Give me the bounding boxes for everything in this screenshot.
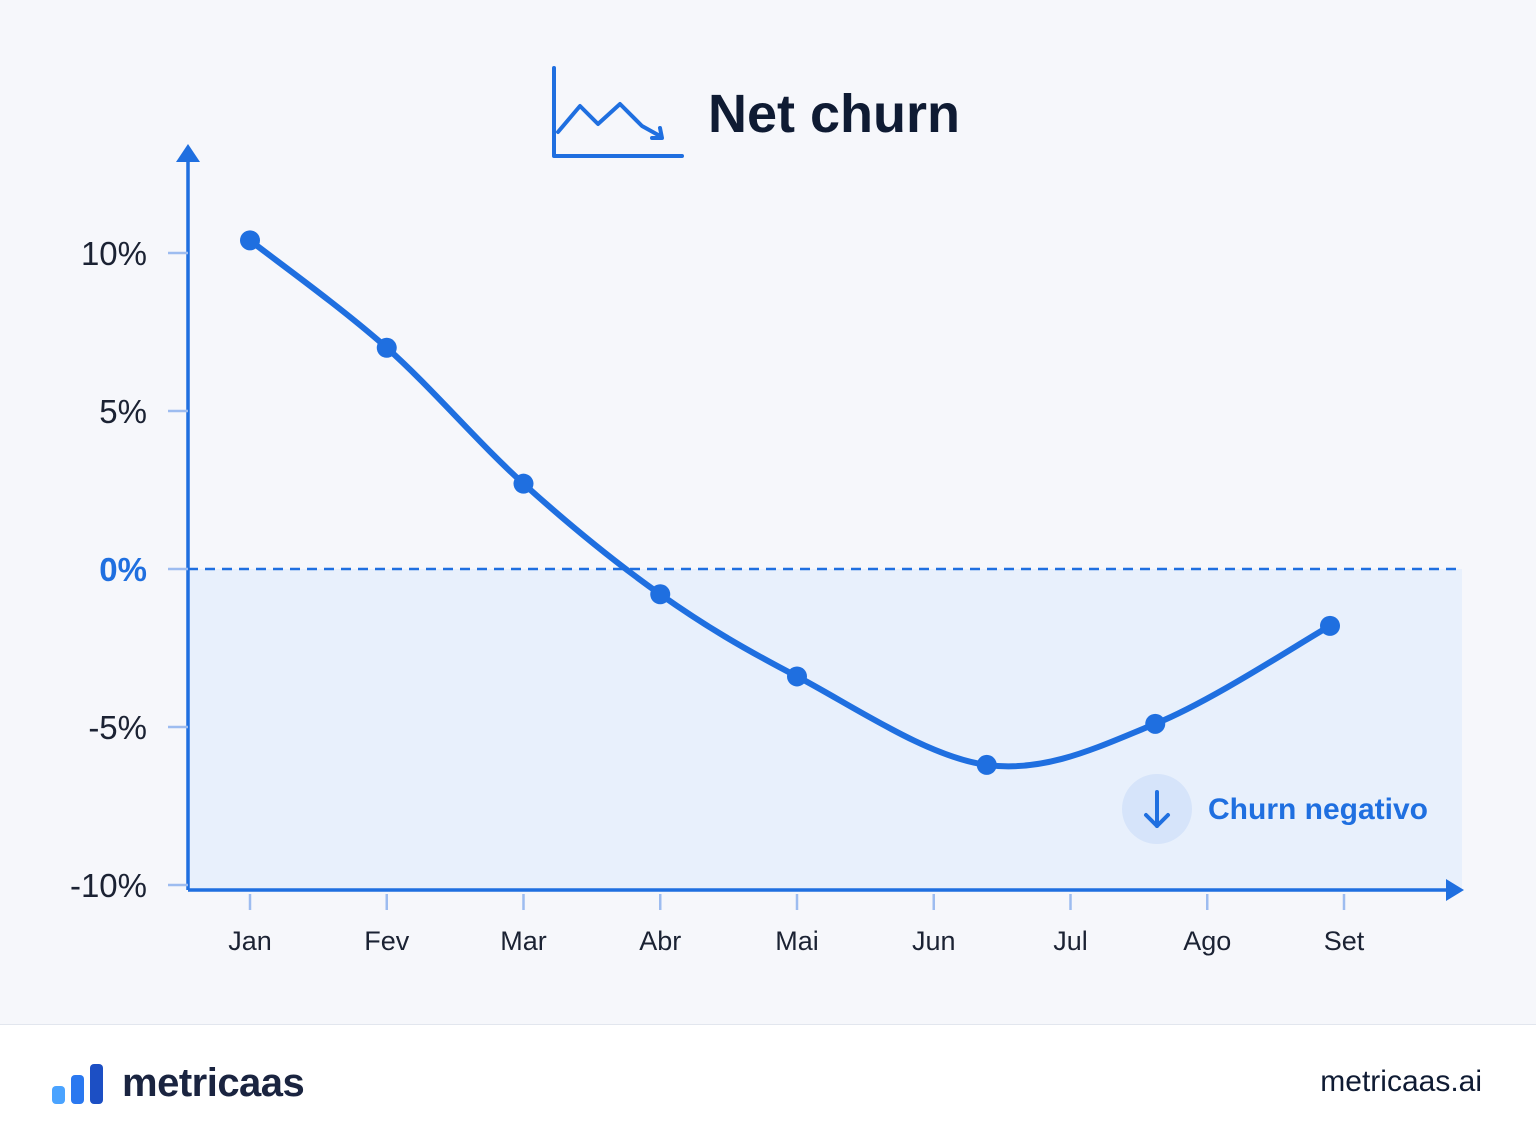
y-tick-label: 10%	[81, 235, 147, 272]
x-tick-label: Jul	[1053, 926, 1088, 956]
data-point	[1320, 615, 1340, 636]
x-tick-label: Ago	[1183, 926, 1231, 956]
x-tick-label: Set	[1324, 926, 1365, 956]
y-axis-arrowhead	[176, 144, 200, 162]
x-axis-ticks: Jan Fev Mar Abr Mai Jun Jul Ago Set	[228, 894, 1365, 956]
negative-churn-region	[188, 569, 1462, 890]
x-tick-label: Jan	[228, 926, 272, 956]
data-point	[1145, 713, 1166, 734]
net-churn-line	[247, 237, 1333, 770]
net-churn-chart: Net churn 10% 5% 0% -5% -10% Jan Fev Mar Abr Mai…	[70, 66, 1464, 956]
data-point	[376, 337, 397, 358]
footer: metricaas metricaas.ai	[0, 1024, 1536, 1137]
bar-chart-logo-icon	[52, 1063, 106, 1104]
y-axis-ticks: 10% 5% 0% -5% -10%	[70, 235, 188, 904]
x-axis-arrowhead	[1446, 879, 1464, 901]
brand[interactable]: metricaas	[52, 1061, 305, 1106]
chart-title: Net churn	[708, 84, 960, 144]
y-tick-label: -10%	[70, 867, 147, 904]
x-tick-label: Fev	[364, 926, 410, 956]
data-point	[513, 473, 534, 494]
x-tick-label: Abr	[639, 926, 681, 956]
data-point	[976, 754, 997, 775]
brand-name: metricaas	[122, 1061, 305, 1105]
data-point	[240, 230, 260, 251]
y-tick-label: 5%	[99, 393, 147, 430]
arrow-down-icon	[1144, 790, 1170, 828]
y-tick-label: -5%	[88, 709, 147, 746]
trend-down-chart-icon	[552, 66, 684, 158]
y-tick-label: 0%	[99, 551, 147, 588]
x-tick-label: Mar	[500, 926, 547, 956]
data-point	[650, 584, 671, 605]
x-tick-label: Mai	[775, 926, 819, 956]
annotation-label: Churn negativo	[1208, 793, 1428, 826]
site-url[interactable]: metricaas.ai	[1320, 1065, 1482, 1098]
data-points	[240, 230, 1340, 775]
x-tick-label: Jun	[912, 926, 956, 956]
churn-negativo-annotation: Churn negativo	[1122, 774, 1428, 844]
data-point	[787, 666, 807, 687]
